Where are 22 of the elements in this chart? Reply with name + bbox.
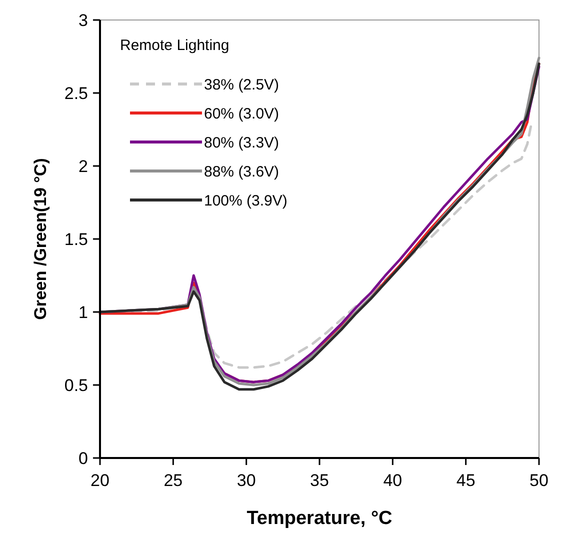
x-tick-label: 50 [530,471,548,490]
legend-title: Remote Lighting [120,37,230,54]
y-tick-label: 3 [78,10,88,30]
x-tick-label: 20 [90,471,110,490]
y-axis-title: Green /Green(19 °C) [31,158,50,320]
y-tick-label: 2.5 [64,84,88,103]
legend-label: 88% (3.6V) [204,163,280,180]
x-tick-label: 40 [383,471,402,490]
y-tick-label: 0.5 [64,376,88,395]
y-tick-label: 2 [78,156,88,176]
legend-label: 38% (2.5V) [204,76,280,94]
x-tick-label: 35 [310,471,329,490]
x-tick-label: 25 [164,471,183,490]
x-tick-label: 45 [456,471,476,490]
legend-label: 100% (3.9V) [204,192,288,210]
legend-label: 60% (3.0V) [204,105,280,122]
x-axis-title: Temperature, °C [246,508,393,529]
x-tick-label: 30 [236,471,256,490]
y-tick-label: 0 [78,448,88,468]
legend-label: 80% (3.3V) [204,134,280,152]
y-tick-label: 1.5 [64,230,88,249]
y-tick-label: 1 [78,302,88,322]
